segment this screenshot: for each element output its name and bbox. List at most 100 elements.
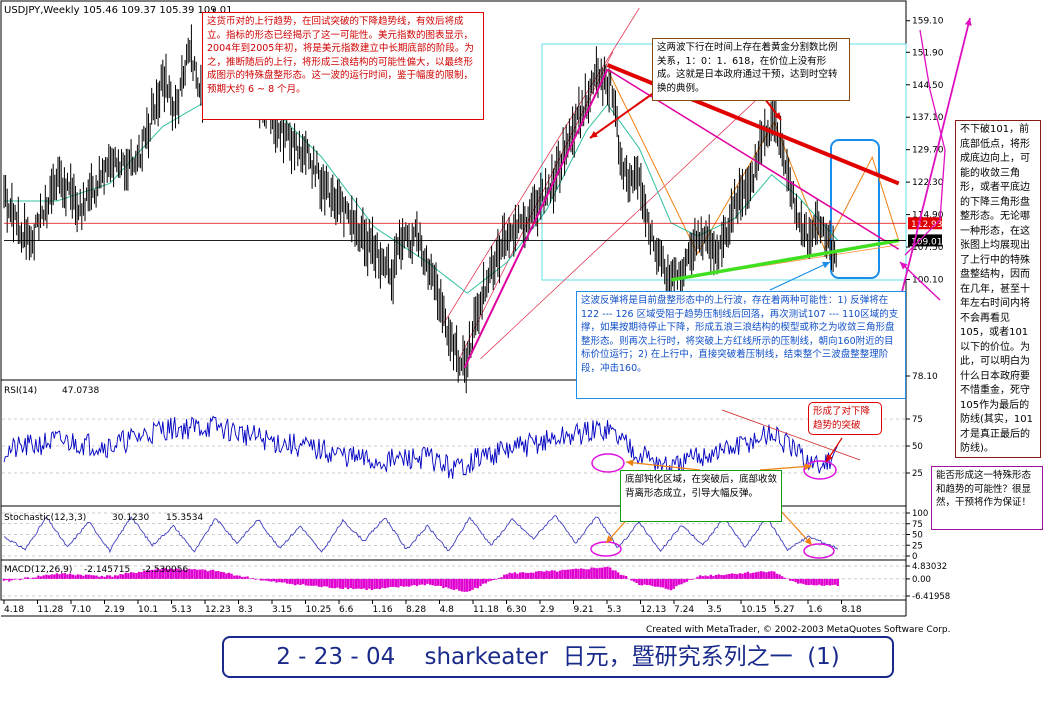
macd-level-label: 0.00 <box>912 575 931 585</box>
rsi-line <box>3 415 839 479</box>
time-tick-label: 10.15 <box>741 605 767 615</box>
macd-histogram <box>2 566 839 592</box>
price-tick-label: 159.10 <box>912 17 944 27</box>
blue-target-box <box>830 139 880 279</box>
channel-line-lower <box>480 60 799 360</box>
price-tick-label: 107.50 <box>912 243 944 253</box>
arrow-golden-left <box>589 91 656 139</box>
arrow-golden-right-head <box>773 112 781 120</box>
arrow-bottom-stoch-a-head <box>606 535 614 543</box>
channel-line-top <box>443 7 640 324</box>
time-tick-label: 8.18 <box>842 605 862 615</box>
price-bars <box>3 8 837 394</box>
time-tick-label: 8.28 <box>406 605 426 615</box>
time-tick-label: 12.13 <box>641 605 667 615</box>
macd-level-label: 4.83032 <box>912 562 947 572</box>
time-tick-label: 10.25 <box>306 605 332 615</box>
note-rebound-scenarios: 这波反弹将是目前盘整形态中的上行波，存在着两种可能性：1) 反弹将在122 --… <box>576 291 906 399</box>
price-tick-label: 114.90 <box>912 211 944 221</box>
time-tick-label: 4.18 <box>4 605 24 615</box>
price-tag-label: 109.01 <box>911 237 943 247</box>
stochastic-value-d: 15.3534 <box>166 513 203 523</box>
stochastic-level-label: 50 <box>912 531 923 541</box>
price-tick-label: 137.10 <box>912 113 944 123</box>
rsi-divergence-circle-b <box>803 460 837 480</box>
footer-title: 2 - 23 - 04 sharkeater 日元，暨研究系列之一 (1) <box>222 636 894 678</box>
arrow-to-box-head <box>900 262 908 270</box>
arrow-bottom-stoch-b-head <box>804 537 812 545</box>
rsi-level-label: 25 <box>912 469 923 479</box>
arrow-bottom-stoch-b <box>779 509 813 546</box>
axes-layer: 159.10 151.90 144.50 137.10 129.70 122.30 114.… <box>3 17 944 615</box>
note-side-analysis: 不下破101，前底部低点，将形成底边向上，可能的收敛三角形，或者平底边的下降三角… <box>955 120 1041 458</box>
rsi-downtrend-line <box>721 409 861 461</box>
rsi-divergence-circle-a <box>591 453 625 473</box>
arrow-blue-note-head <box>822 261 830 269</box>
note-intervention: 能否形成这一特殊形态和趋势的可能性？很显然，干预将作为保证！ <box>931 466 1043 530</box>
rsi-label: RSI(14) <box>4 386 37 396</box>
rsi-level-label: 75 <box>912 415 923 425</box>
time-tick-label: 6.6 <box>339 605 354 615</box>
time-tick-label: 12.23 <box>205 605 231 615</box>
time-tick-label: 11.28 <box>38 605 64 615</box>
time-tick-label: 11.18 <box>473 605 499 615</box>
time-tick-label: 2.19 <box>105 605 125 615</box>
note-top-left: 这货币对的上行趋势，在回试突破的下降趋势线，有效后将成立。指标的形态已经揭示了这… <box>202 12 484 120</box>
stochastic-value-k: 30.1230 <box>112 513 149 523</box>
time-tick-label: 3.5 <box>708 605 722 615</box>
symbol-label: USDJPY,Weekly <box>4 5 80 16</box>
time-tick-label: 10.1 <box>138 605 158 615</box>
stoch-circle-a <box>590 541 622 557</box>
time-tick-label: 7.24 <box>674 605 694 615</box>
rising-trendline-magenta <box>463 68 609 369</box>
time-tick-label: 3.15 <box>272 605 292 615</box>
note-bottom-divergence: 底部钝化区域，在突破后，底部收敛背离形态成立，引导大幅反弹。 <box>620 470 782 522</box>
time-tick-label: 1.6 <box>808 605 823 615</box>
stoch-circle-b <box>803 543 835 559</box>
time-tick-label: 4.8 <box>440 605 455 615</box>
macd-label: MACD(12,26,9) <box>4 565 72 575</box>
macd-level-label: -6.41958 <box>912 592 950 602</box>
stochastic-label: Stochastic(12,3,3) <box>4 513 86 523</box>
stochastic-level-label: 75 <box>912 520 923 530</box>
macd-value-main: -2.145715 <box>84 565 130 575</box>
arrow-bottom-rsi-b-head <box>804 463 812 471</box>
time-tick-label: 5.27 <box>775 605 795 615</box>
arrow-bottom-rsi-a-head <box>626 459 634 467</box>
price-tick-label: 144.50 <box>912 81 944 91</box>
note-golden-ratio: 这两波下行在时间上存在着黄金分割数比例关系，1：0：1．618，在价位上没有形成… <box>652 38 850 101</box>
credit-line: Created with MetaTrader, © 2002-2003 Met… <box>646 625 951 635</box>
stochastic-level-label: 100 <box>912 509 928 519</box>
price-tick-label: 129.70 <box>912 146 944 156</box>
stochastic-level-label: 0 <box>912 552 917 562</box>
price-tick-label: 100.10 <box>912 276 944 286</box>
price-tick-label: 122.30 <box>912 178 944 188</box>
price-tag-label: 112.93 <box>911 220 943 230</box>
support-trendline-green <box>670 238 900 282</box>
indicator-layer: 75502510075502504.830320.00-6.41958RSI(1… <box>2 386 950 602</box>
arrow-to-box <box>899 261 941 301</box>
arrow-golden-left-head <box>590 130 598 138</box>
rsi-level-label: 50 <box>912 442 923 452</box>
annotation-arrows <box>589 17 972 546</box>
moving-average-line <box>4 95 839 294</box>
note-rsi-break: 形成了对下降趋势的突破 <box>808 402 882 435</box>
arrow-bottom-rsi-b <box>759 465 813 471</box>
arrow-up-breakout-head <box>964 18 972 26</box>
time-tick-label: 7.10 <box>71 605 91 615</box>
stochastic-line <box>3 515 839 554</box>
rsi-value: 47.0738 <box>62 386 99 396</box>
time-tick-label: 9.21 <box>574 605 594 615</box>
arrow-bottom-rsi-a <box>625 461 701 471</box>
time-tick-label: 1.16 <box>373 605 393 615</box>
price-tick-label: 78.10 <box>912 372 938 382</box>
side-bracket-line <box>904 29 946 256</box>
time-tick-label: 6.30 <box>507 605 527 615</box>
ohlc-header: 105.46 109.37 105.39 109.01 <box>83 5 233 16</box>
macd-value-signal: -2.530056 <box>142 565 188 575</box>
arrow-blue-note <box>769 261 831 291</box>
time-tick-label: 5.3 <box>607 605 621 615</box>
time-tick-label: 8.3 <box>239 605 253 615</box>
arrow-up-breakout <box>899 17 971 301</box>
